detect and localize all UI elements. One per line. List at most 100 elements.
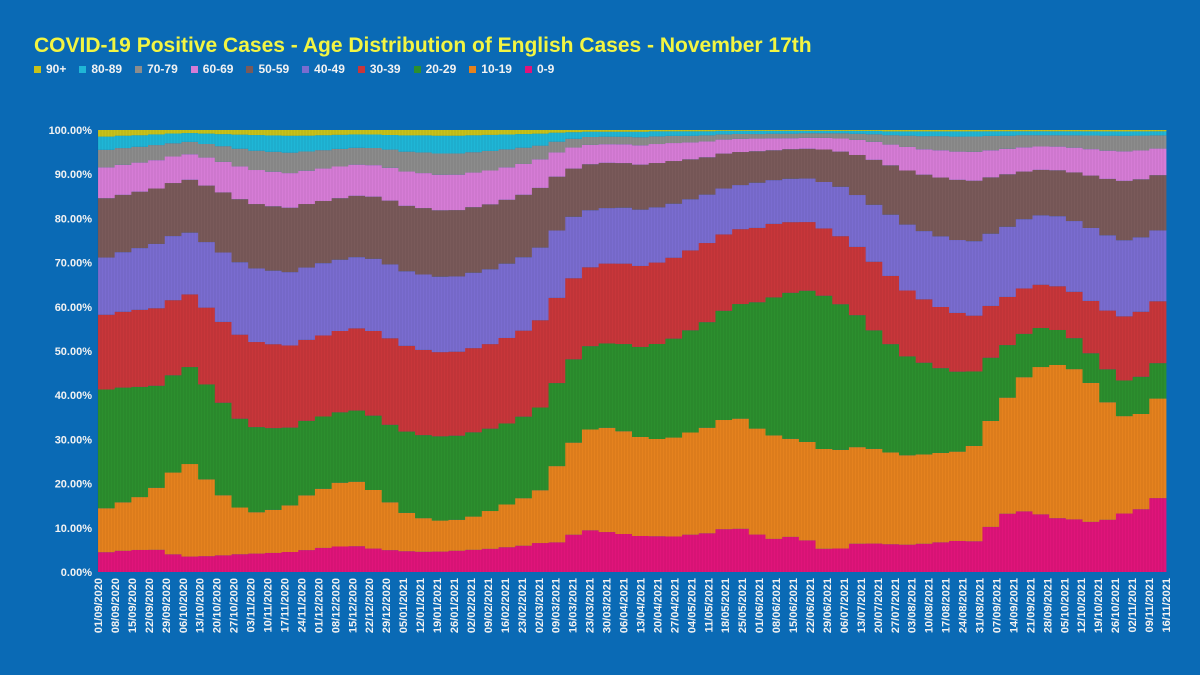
bar-segment-50-59 [448, 210, 466, 277]
bar-segment-60-69 [1032, 146, 1050, 170]
bar-segment-50-59 [298, 204, 316, 268]
bar-segment-70-79 [181, 141, 199, 155]
bar-segment-0-9 [665, 536, 683, 572]
bar-segment-10-19 [264, 509, 282, 553]
bar-segment-60-69 [1082, 149, 1100, 176]
bar-segment-80-89 [381, 135, 399, 150]
x-tick-label: 23/02/2021 [517, 578, 529, 633]
bar-segment-80-89 [581, 131, 600, 138]
chart-title: COVID-19 Positive Cases - Age Distributi… [34, 34, 812, 57]
x-tick-label: 06/10/2020 [178, 578, 190, 633]
legend-item-20-29: 20-29 [413, 62, 456, 76]
legend-swatch [246, 65, 254, 73]
bar-segment-20-29 [481, 428, 499, 512]
bar-segment-40-49 [114, 252, 132, 312]
bar-segment-60-69 [465, 172, 483, 208]
bar-segment-30-39 [331, 330, 349, 413]
bar-segment-20-29 [1132, 376, 1150, 414]
bar-segment-90+ [1132, 130, 1150, 132]
bar-segment-70-79 [515, 147, 533, 164]
bar-segment-50-59 [982, 177, 1000, 234]
bar-segment-30-39 [548, 297, 566, 384]
bar-segment-20-29 [314, 416, 333, 489]
bar-segment-70-79 [214, 146, 232, 162]
bar-segment-0-9 [1099, 519, 1117, 572]
bar-segment-80-89 [765, 130, 783, 134]
bar-segment-80-89 [465, 135, 483, 153]
bar-segment-90+ [465, 130, 483, 136]
bar-segment-80-89 [164, 133, 182, 144]
x-tick-label: 08/12/2020 [330, 578, 342, 633]
bar-segment-10-19 [1032, 367, 1050, 515]
bar-segment-20-29 [214, 402, 232, 496]
bar-segment-80-89 [915, 131, 933, 137]
bar-segment-40-49 [415, 274, 433, 350]
x-tick-label: 01/09/2020 [93, 578, 105, 633]
x-axis: 01/09/2020 08/09/2020 15/09/2020 22/09/2020… [93, 578, 1173, 633]
bar-segment-30-39 [865, 261, 883, 331]
bar-segment-90+ [281, 130, 299, 136]
bar-segment-30-39 [248, 342, 266, 428]
x-tick-label: 20/10/2020 [212, 578, 224, 633]
bar-segment-0-9 [314, 547, 333, 572]
bar-segment-60-69 [298, 170, 316, 205]
bar-segment-50-59 [181, 179, 199, 233]
bar-segment-80-89 [198, 133, 216, 145]
bar-segment-30-39 [131, 309, 149, 387]
bar-segment-60-69 [1099, 150, 1117, 179]
bar-segment-70-79 [882, 135, 900, 145]
bar-segment-80-89 [415, 135, 433, 153]
bar-segment-30-39 [415, 349, 433, 436]
bar-segment-0-9 [1032, 514, 1050, 572]
bar-segment-0-9 [548, 542, 566, 572]
bar-segment-90+ [949, 130, 967, 132]
bar-segment-30-39 [598, 263, 616, 344]
bar-segment-40-49 [148, 243, 166, 309]
bar-segment-60-69 [1149, 148, 1167, 176]
bar-segment-10-19 [1065, 369, 1083, 520]
bar-segment-20-29 [1032, 328, 1050, 368]
bar-segment-10-19 [248, 512, 266, 554]
bar-segment-10-19 [932, 452, 950, 543]
x-tick-label: 03/11/2020 [246, 578, 258, 632]
bar-segment-40-49 [515, 257, 533, 331]
bar-segment-30-39 [949, 312, 967, 372]
x-tick-label: 20/07/2021 [873, 578, 885, 633]
bar-segment-60-69 [131, 162, 149, 192]
bar-segment-0-9 [1065, 519, 1083, 572]
bar-segment-30-39 [682, 250, 700, 331]
bar-segment-20-29 [581, 346, 600, 430]
x-tick-label: 02/03/2021 [534, 578, 546, 633]
bar-segment-0-9 [1015, 511, 1033, 572]
bar-segment-80-89 [949, 131, 967, 137]
bar-segment-70-79 [365, 148, 383, 166]
bar-segment-40-49 [932, 236, 950, 307]
bar-segment-20-29 [782, 292, 800, 439]
bar-segment-10-19 [798, 441, 816, 541]
bar-segment-50-59 [465, 207, 483, 273]
bar-segment-0-9 [164, 554, 182, 572]
bar-segment-90+ [1082, 130, 1100, 132]
bar-segment-80-89 [1015, 131, 1033, 136]
bar-segment-50-59 [1099, 178, 1117, 236]
bar-segment-30-39 [999, 296, 1017, 346]
bar-segment-0-9 [715, 529, 733, 572]
bar-segment-60-69 [415, 173, 433, 209]
bar-segment-60-69 [598, 144, 616, 163]
bar-segment-0-9 [899, 544, 917, 572]
bar-segment-20-29 [114, 387, 132, 503]
bar-segment-50-59 [765, 150, 783, 181]
bar-segment-70-79 [1082, 135, 1100, 150]
bar-segment-80-89 [1032, 131, 1050, 136]
bar-segment-40-49 [698, 194, 716, 244]
bar-segment-90+ [515, 130, 533, 135]
bar-segment-50-59 [965, 180, 983, 242]
bar-segment-30-39 [765, 223, 783, 298]
bar-segment-90+ [231, 130, 249, 135]
bar-segment-20-29 [982, 357, 1000, 421]
bar-segment-80-89 [982, 131, 1000, 136]
bar-segment-20-29 [448, 435, 466, 520]
bar-segment-80-89 [248, 135, 266, 151]
bar-segment-0-9 [131, 549, 149, 572]
bar-segment-10-19 [348, 481, 366, 547]
